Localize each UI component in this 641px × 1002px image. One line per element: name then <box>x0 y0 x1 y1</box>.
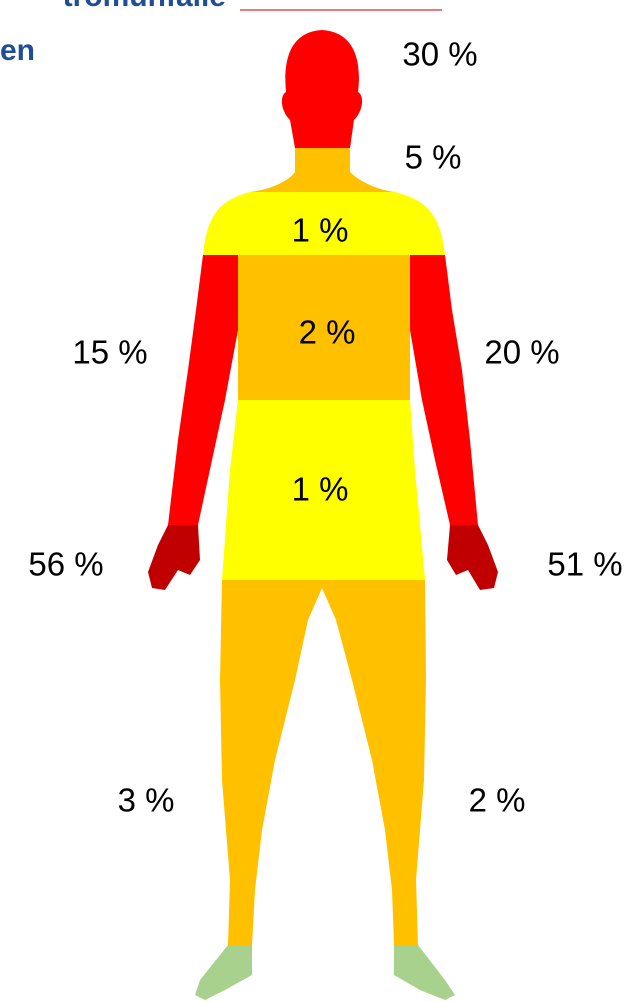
title-line-1: tromunfalle <box>63 0 226 13</box>
left-hand <box>447 525 498 590</box>
right-leg <box>220 580 322 945</box>
right-arm <box>168 255 238 525</box>
right-hand <box>148 525 200 590</box>
right-arm-label: 15 % <box>72 334 147 371</box>
neck-label: 5 % <box>405 139 462 176</box>
head-label: 30 % <box>402 36 477 73</box>
chest-label: 2 % <box>299 314 356 351</box>
left-hand-label: 51 % <box>547 546 622 583</box>
shoulders-label: 1 % <box>292 212 349 249</box>
right-leg-label: 3 % <box>118 782 175 819</box>
left-foot <box>394 945 455 1000</box>
title-line-2: en <box>0 34 35 67</box>
left-arm-label: 20 % <box>484 334 559 371</box>
page: {"header": {"line1": "tromunfalle", "lin… <box>0 0 641 1002</box>
abdomen-label: 1 % <box>292 471 349 508</box>
neck <box>250 148 395 192</box>
right-foot <box>195 945 252 1000</box>
body-diagram: tromunfalle en 30 % 5 % 1 % 2 % 1 % 15 %… <box>0 0 641 1002</box>
right-hand-label: 56 % <box>28 546 103 583</box>
head <box>282 30 362 148</box>
left-arm <box>410 255 478 525</box>
left-leg-label: 2 % <box>469 782 526 819</box>
left-leg <box>322 580 426 945</box>
